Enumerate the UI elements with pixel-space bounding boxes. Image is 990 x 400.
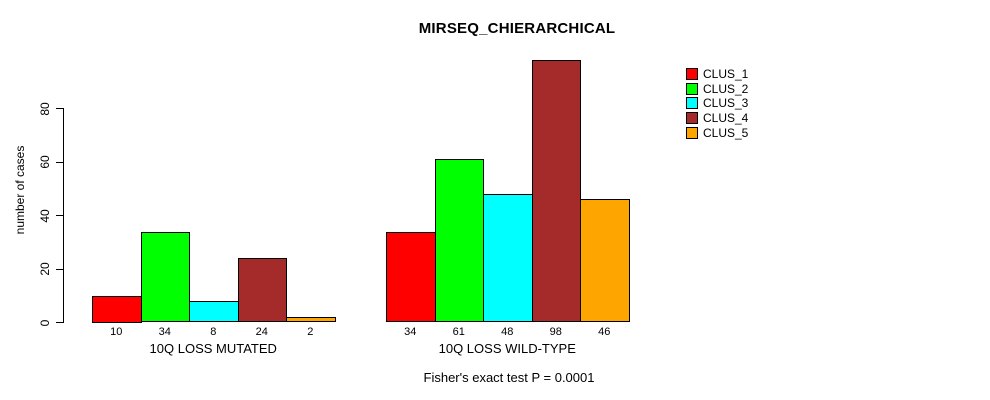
- x-axis-category-label: 10Q LOSS WILD-TYPE: [438, 341, 576, 356]
- y-tick-mark: [56, 108, 63, 109]
- y-tick-label: 40: [38, 208, 52, 223]
- annotation-text: Fisher's exact test P = 0.0001: [423, 370, 595, 385]
- legend-swatch-clus_5: [686, 126, 698, 139]
- bar-value-label: 34: [158, 326, 171, 338]
- legend-swatch-clus_4: [686, 112, 698, 125]
- bar-clus_3-group1: [189, 301, 239, 323]
- legend-label: CLUS_5: [703, 125, 749, 140]
- legend-swatch-clus_2: [686, 82, 698, 95]
- bar-value-label: 8: [210, 326, 217, 338]
- bar-clus_4-group2: [531, 60, 581, 323]
- bar-value-label: 24: [255, 326, 268, 338]
- bar-clus_1-group2: [386, 231, 436, 323]
- legend-label: CLUS_4: [703, 111, 749, 126]
- legend-swatch-clus_1: [686, 68, 698, 81]
- legend-label: CLUS_1: [703, 67, 749, 82]
- bar-value-label: 61: [452, 326, 465, 338]
- bar-value-label: 48: [501, 326, 514, 338]
- bar-clus_2-group2: [434, 159, 484, 323]
- legend-swatch-clus_3: [686, 97, 698, 110]
- legend-row: CLUS_4: [686, 111, 748, 126]
- y-tick-label: 60: [38, 155, 52, 169]
- bar-clus_5-group1: [286, 317, 336, 323]
- legend-row: CLUS_3: [686, 96, 748, 111]
- bar-clus_3-group2: [483, 194, 533, 323]
- bar-clus_4-group1: [237, 258, 287, 323]
- bar-value-label: 98: [549, 326, 562, 338]
- y-tick-mark: [56, 215, 63, 216]
- legend-label: CLUS_2: [703, 81, 749, 96]
- legend-row: CLUS_5: [686, 125, 748, 140]
- legend-row: CLUS_1: [686, 67, 748, 82]
- y-axis-label: number of cases: [13, 145, 27, 235]
- bar-clus_1-group1: [92, 295, 142, 323]
- y-tick-mark: [56, 322, 63, 323]
- chart-title: MIRSEQ_CHIERARCHICAL: [418, 20, 616, 37]
- bar-clus_5-group2: [580, 199, 630, 323]
- y-tick-label: 80: [38, 101, 52, 116]
- y-tick-mark: [56, 161, 63, 163]
- legend: CLUS_1 CLUS_2 CLUS_3 CLUS_4 CLUS_5: [686, 67, 748, 140]
- y-axis-line: [63, 108, 64, 323]
- bar-value-label: 46: [598, 326, 611, 338]
- legend-row: CLUS_2: [686, 82, 748, 97]
- bar-value-label: 10: [110, 326, 123, 338]
- bar-clus_2-group1: [140, 231, 190, 323]
- bar-value-label: 34: [404, 326, 417, 338]
- x-axis-category-label: 10Q LOSS MUTATED: [149, 341, 277, 356]
- legend-label: CLUS_3: [703, 96, 749, 111]
- bar-value-label: 2: [307, 326, 314, 338]
- y-tick-mark: [56, 268, 63, 270]
- y-tick-label: 0: [38, 319, 52, 326]
- y-tick-label: 20: [38, 262, 52, 276]
